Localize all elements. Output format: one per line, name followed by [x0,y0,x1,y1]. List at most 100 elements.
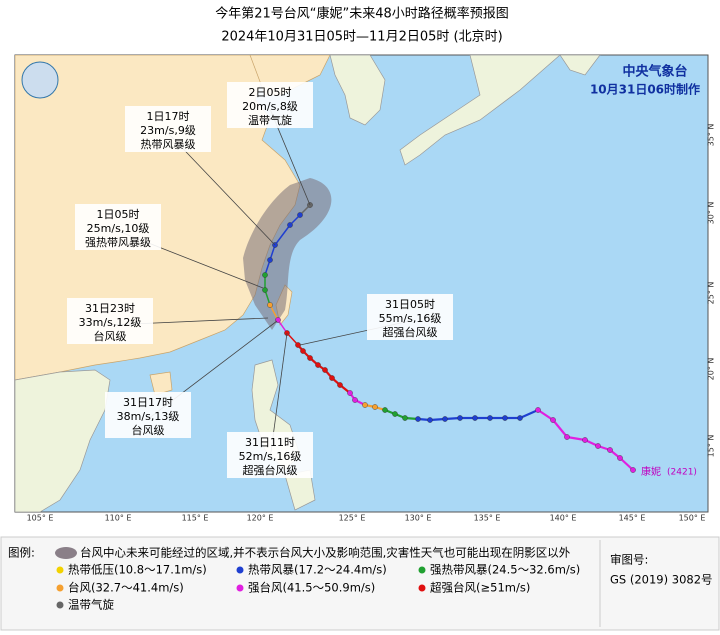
annotation-time: 31日17时 [123,396,173,409]
annotation-wind: 55m/s,16级 [379,312,442,325]
legend-items: 热带低压(10.8～17.1m/s) 热带风暴(17.2～24.4m/s) 强热带风… [56,563,580,612]
legend-label: 台风(32.7～41.4m/s) [68,581,184,595]
annotation-wind: 25m/s,10级 [87,222,150,235]
approval-label: 审图号: [610,553,648,567]
longitude-label: 110° E [105,514,132,523]
track-point [550,417,556,423]
track-segment [537,409,554,421]
annotation-level: 温带气旋 [248,113,292,127]
legend-title: 图例: [8,546,35,560]
annotation-box [227,432,313,478]
latitude-label: 20° N [707,358,716,381]
annotation-level: 台风级 [132,423,165,437]
track-point [267,257,273,263]
track-point [352,397,358,403]
track-segment [519,408,539,420]
subtitle: 2024年10月31日05时—11月2日05时 (北京时) [221,30,502,45]
track-point [402,415,408,421]
longitude-label: 135° E [474,514,501,523]
legend-label: 强台风(41.5～50.9m/s) [248,581,375,595]
annotation-wind: 23m/s,9级 [140,124,196,137]
title: 今年第21号台风“康妮”未来48小时路径概率预报图 [215,6,509,22]
track-point [472,415,478,421]
legend-label: 热带风暴(17.2～24.4m/s) [248,563,387,577]
track-point [427,417,433,423]
annotation-time: 31日11时 [245,436,295,449]
track-point [337,382,343,388]
track [262,202,636,473]
track-point [487,415,493,421]
longitude-label: 145° E [619,514,646,523]
track-point [382,407,388,413]
annotation-time: 31日05时 [385,298,435,311]
track-point [595,443,601,449]
annotation-time: 1日17时 [147,110,190,123]
legend-swatch [236,566,244,574]
longitude-label: 115° E [182,514,209,523]
latitude-label: 15° N [707,435,716,458]
legend-swatch [56,566,64,574]
longitude-label: 140° E [550,514,577,523]
latitude-label: 35° N [707,124,716,147]
track-point [262,287,268,293]
track-point [617,455,623,461]
logo [21,61,59,99]
annotation-level: 超强台风级 [383,325,438,339]
track-point [442,416,448,422]
track-segment [566,435,586,442]
track-point [329,375,335,381]
track-point [564,434,570,440]
annotation-box [125,106,211,152]
legend-label: 热带低压(10.8～17.1m/s) [68,563,207,577]
annotation-box [75,204,161,250]
track-segment [274,224,291,246]
legend-box [0,536,720,631]
annotation-wind: 33m/s,12级 [79,316,142,329]
longitude-label: 125° E [339,514,366,523]
track-point [295,342,301,348]
longitude-label: 130° E [405,514,432,523]
track-point [287,222,293,228]
track-point [297,212,303,218]
track-point [517,415,523,421]
annotation-wind: 52m/s,16级 [239,450,302,463]
track-point [415,416,421,422]
track-point [347,390,353,396]
track-point [502,415,508,421]
legend-swatch [56,584,64,592]
track-point [315,362,321,368]
track-point [630,467,636,473]
typhoon-code: (2421) [667,468,697,478]
annotation-time: 31日23时 [85,302,135,315]
annotation-box [67,298,153,344]
typhoon-name: 康妮 [641,465,661,478]
latitude-label: 30° N [707,202,716,225]
track-segment [269,304,279,321]
annotation-time: 1日05时 [97,208,140,221]
track-point [307,355,313,361]
track-point [322,367,328,373]
track-point [300,348,306,354]
annotation-level: 热带风暴级 [141,138,196,151]
annotation-level: 超强台风级 [243,463,298,477]
longitude-label: 120° E [247,514,274,523]
legend-swatch [56,601,64,609]
track-point [607,447,613,453]
legend-label: 强热带风暴(24.5～32.6m/s) [430,563,580,577]
latitude-label: 25° N [707,282,716,305]
longitude-label: 150° E [679,514,706,523]
track-segment [619,457,634,471]
legend-label: 温带气旋 [68,598,114,612]
graticule-labels: 105° E 110° E 115° E 120° E 125° E 130° E 135°… [27,124,716,523]
track-point [535,407,541,413]
issue-time: 10月31日06时制作 [590,82,700,97]
annotation-wind: 20m/s,8级 [242,100,298,113]
track-point [372,404,378,410]
annotation-box [105,392,191,438]
track-point [392,411,398,417]
legend-cone: 台风中心未来可能经过的区域,并不表示台风大小及影响范围,灾害性天气也可能出现在阴… [80,546,571,560]
approval-number: GS (2019) 3082号 [610,573,713,587]
